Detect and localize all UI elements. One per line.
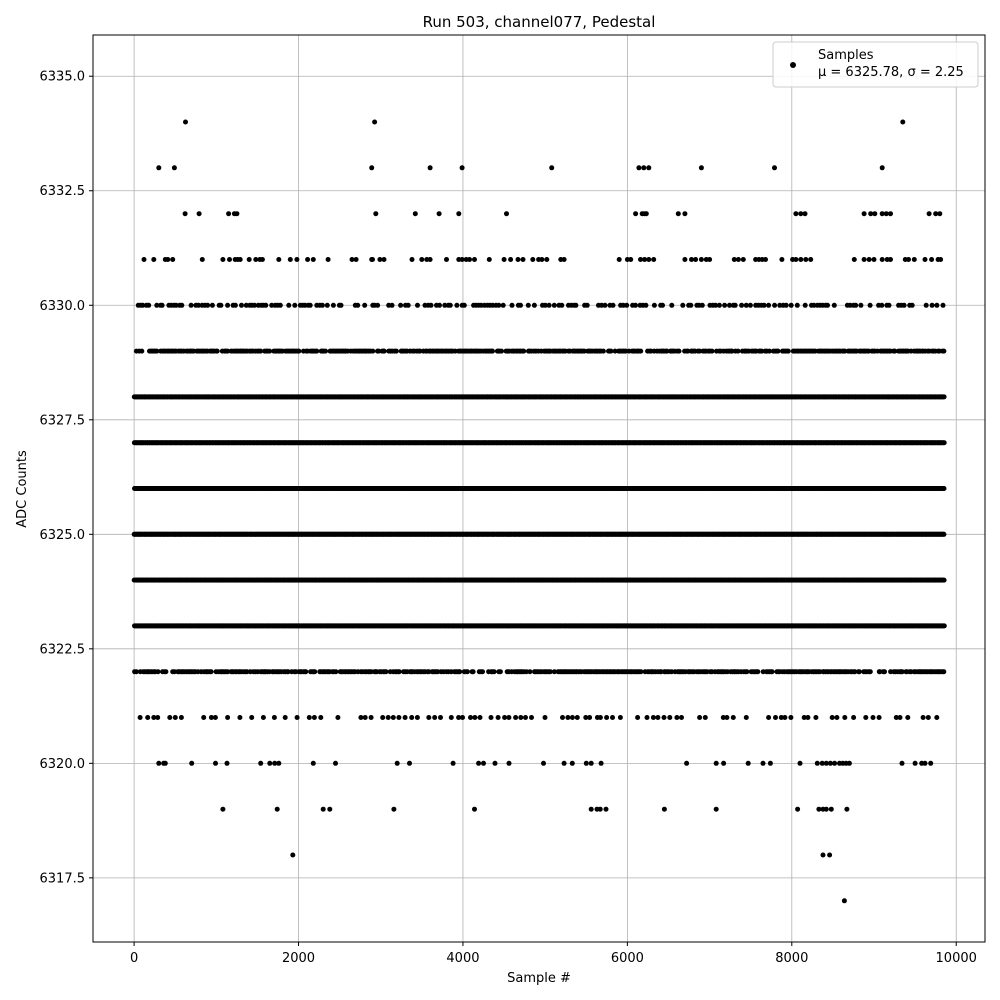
y-tick-label: 6320.0 [40,757,86,772]
data-point [941,669,947,675]
data-point [480,669,485,675]
data-point [856,669,862,675]
data-point [333,669,339,675]
data-point [470,669,476,675]
data-point [396,669,402,675]
data-point [497,669,503,675]
data-point [527,669,533,675]
data-point [941,531,947,537]
x-tick-label: 0 [130,951,138,966]
x-tick-label: 10000 [936,951,977,966]
data-point [547,669,553,675]
data-point [303,669,309,675]
x-tick-label: 4000 [446,951,479,966]
data-point [208,669,214,675]
data-point [491,669,497,675]
y-tick-label: 6327.5 [40,413,86,428]
y-axis-ticks: 6317.5 6320.0 6322.5 6325.0 6327.5 6330.0 6332… [40,70,93,886]
y-tick-label: 6335.0 [40,70,86,85]
data-point [852,669,858,675]
x-tick-label: 8000 [775,951,808,966]
x-axis-ticks: 0 2000 4000 6000 8000 10000 [130,942,977,966]
data-point [769,669,775,675]
data-point [755,669,761,675]
data-point [744,669,750,675]
x-tick-label: 6000 [611,951,644,966]
data-point [867,669,873,675]
data-point [882,669,887,675]
data-point [312,669,318,675]
y-tick-label: 6332.5 [40,184,86,199]
data-point [464,669,470,675]
data-point [155,669,161,675]
data-point [383,669,389,675]
data-point [941,577,947,583]
y-tick-label: 6325.0 [40,528,86,543]
data-point [523,669,529,675]
data-point [899,669,905,675]
data-point [163,669,169,675]
y-tick-label: 6317.5 [40,871,86,886]
data-point [457,669,463,675]
data-point [285,669,291,675]
data-point [941,486,947,491]
data-point [133,669,139,675]
data-point [638,669,644,675]
x-tick-label: 2000 [282,951,315,966]
y-tick-label: 6330.0 [40,299,86,314]
data-point [669,669,675,675]
y-tick-label: 6322.5 [40,642,86,657]
data-points [131,119,947,904]
data-point [941,623,947,629]
data-point [551,669,557,675]
